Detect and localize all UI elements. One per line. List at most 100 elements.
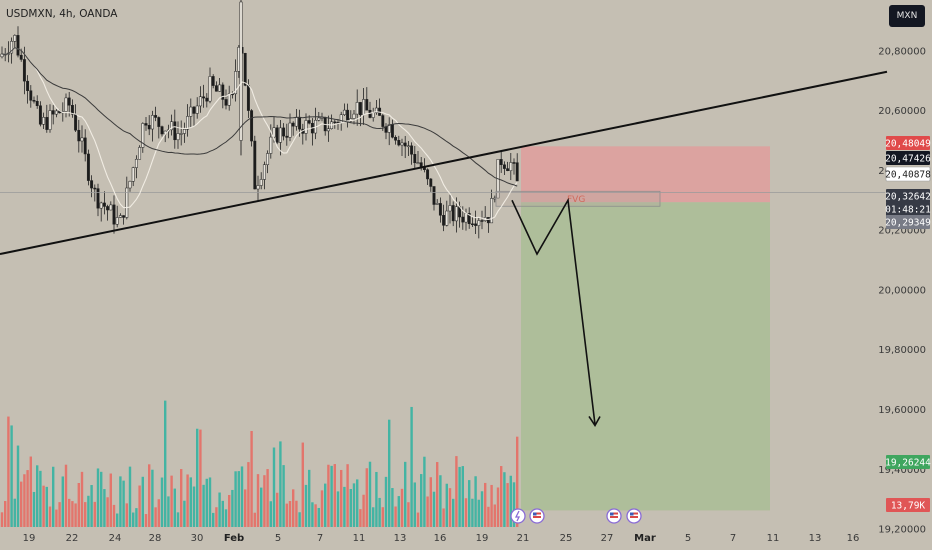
us-flag-event-icon[interactable] bbox=[606, 508, 622, 524]
candle-body bbox=[474, 223, 478, 226]
candle-body bbox=[195, 105, 199, 114]
candle-body bbox=[259, 179, 263, 186]
trendline[interactable] bbox=[0, 70, 888, 256]
volume-bar bbox=[61, 476, 64, 527]
volume-bar bbox=[384, 476, 388, 527]
volume-bar bbox=[112, 504, 116, 527]
x-tick-label: 30 bbox=[191, 533, 204, 544]
x-tick-label: 11 bbox=[353, 533, 366, 544]
volume-bar bbox=[320, 490, 324, 527]
currency-button[interactable]: MXN bbox=[889, 5, 925, 27]
candle-body bbox=[288, 122, 292, 138]
candle-body bbox=[304, 120, 308, 134]
volume-bar bbox=[125, 503, 128, 527]
candle-body bbox=[282, 127, 286, 137]
projected-path[interactable] bbox=[511, 197, 596, 425]
candle-body bbox=[346, 109, 350, 122]
candle-body bbox=[86, 153, 90, 181]
volume-bar bbox=[16, 445, 20, 527]
y-tick-label: 20,60000 bbox=[878, 106, 926, 117]
volume-bar bbox=[410, 406, 413, 527]
x-tick-label: 27 bbox=[601, 533, 614, 544]
volume-bar bbox=[474, 476, 477, 527]
volume-bar bbox=[253, 512, 256, 527]
candle-body bbox=[294, 116, 298, 127]
candle-body bbox=[70, 105, 74, 115]
volume-bar bbox=[215, 507, 218, 527]
volume-bar bbox=[292, 489, 295, 527]
candle-body bbox=[486, 217, 490, 224]
volume-bar bbox=[340, 469, 343, 527]
volume-bar bbox=[132, 512, 135, 527]
volume-bar bbox=[157, 499, 160, 527]
volume-bar bbox=[4, 501, 7, 527]
volume-bar bbox=[52, 466, 55, 527]
volume-bar bbox=[144, 514, 148, 527]
take-profit-zone[interactable] bbox=[521, 202, 770, 511]
volume-bar bbox=[84, 502, 87, 527]
candle-body bbox=[13, 35, 17, 42]
fvg-box[interactable] bbox=[495, 190, 661, 207]
candle-body bbox=[112, 204, 116, 225]
candle-body bbox=[358, 102, 362, 116]
volume-bar bbox=[240, 466, 244, 527]
flash-event-icon[interactable] bbox=[510, 508, 526, 524]
candle-body bbox=[502, 164, 506, 169]
candle-body bbox=[317, 117, 321, 121]
candle-body bbox=[477, 220, 481, 226]
candle-body bbox=[451, 205, 455, 222]
price-tag-bar-countdown: 01:48:21 bbox=[885, 202, 931, 216]
volume-bar bbox=[477, 499, 480, 527]
candlesticks bbox=[0, 0, 519, 239]
volume-bar bbox=[0, 512, 4, 527]
svg-text:20,32642: 20,32642 bbox=[885, 192, 931, 203]
us-flag-event-icon[interactable] bbox=[626, 508, 642, 524]
candle-body bbox=[115, 217, 119, 225]
volume-bar bbox=[308, 469, 311, 527]
svg-text:20,29349: 20,29349 bbox=[885, 218, 931, 229]
candle-body bbox=[326, 128, 330, 132]
volume-bar bbox=[423, 456, 426, 527]
candle-body bbox=[160, 126, 164, 135]
candle-body bbox=[454, 206, 458, 222]
candle-body bbox=[448, 205, 452, 212]
volume-bar bbox=[154, 507, 157, 527]
candle-body bbox=[243, 52, 247, 86]
volume-bar bbox=[266, 469, 269, 527]
volume-bar bbox=[80, 471, 84, 527]
volume-bar bbox=[208, 477, 212, 527]
candle-body bbox=[499, 159, 503, 165]
volume-bar bbox=[356, 479, 359, 527]
volume-bar bbox=[493, 504, 496, 527]
volume-bar bbox=[221, 500, 224, 527]
volume-bar bbox=[375, 471, 378, 527]
time-axis[interactable]: 19 22 24 28 30 Feb 5 7 11 13 16 19 21 25 27 Mar 5 7 11 13 16 bbox=[23, 533, 860, 544]
stop-loss-zone[interactable] bbox=[521, 146, 770, 203]
volume-bar bbox=[436, 462, 439, 527]
volume-bar bbox=[64, 464, 68, 527]
price-tag-take-profit: 19,26244 bbox=[885, 455, 931, 469]
candle-body bbox=[467, 213, 471, 225]
volume-bar bbox=[394, 506, 397, 527]
volume-bar bbox=[426, 496, 429, 527]
us-flag-event-icon[interactable] bbox=[529, 508, 545, 524]
volume-bar bbox=[167, 496, 170, 527]
price-tags: 20,48049 20,47426 20,40878 20,32642 01:48:21… bbox=[885, 136, 931, 512]
volume-bar bbox=[68, 498, 71, 527]
volume-bar bbox=[77, 483, 80, 527]
candle-body bbox=[32, 100, 36, 102]
volume-bar bbox=[464, 498, 468, 527]
volume-bar bbox=[336, 491, 340, 527]
volume-bar bbox=[416, 512, 420, 527]
moving-average-slow bbox=[1, 47, 518, 187]
candle-body bbox=[42, 117, 46, 125]
candle-body bbox=[211, 76, 215, 86]
volume-bar bbox=[224, 509, 228, 527]
candle-body bbox=[35, 101, 39, 106]
x-tick-label: 28 bbox=[149, 533, 162, 544]
candle-body bbox=[214, 85, 218, 92]
volume-bar bbox=[151, 469, 154, 527]
candle-body bbox=[246, 85, 250, 111]
